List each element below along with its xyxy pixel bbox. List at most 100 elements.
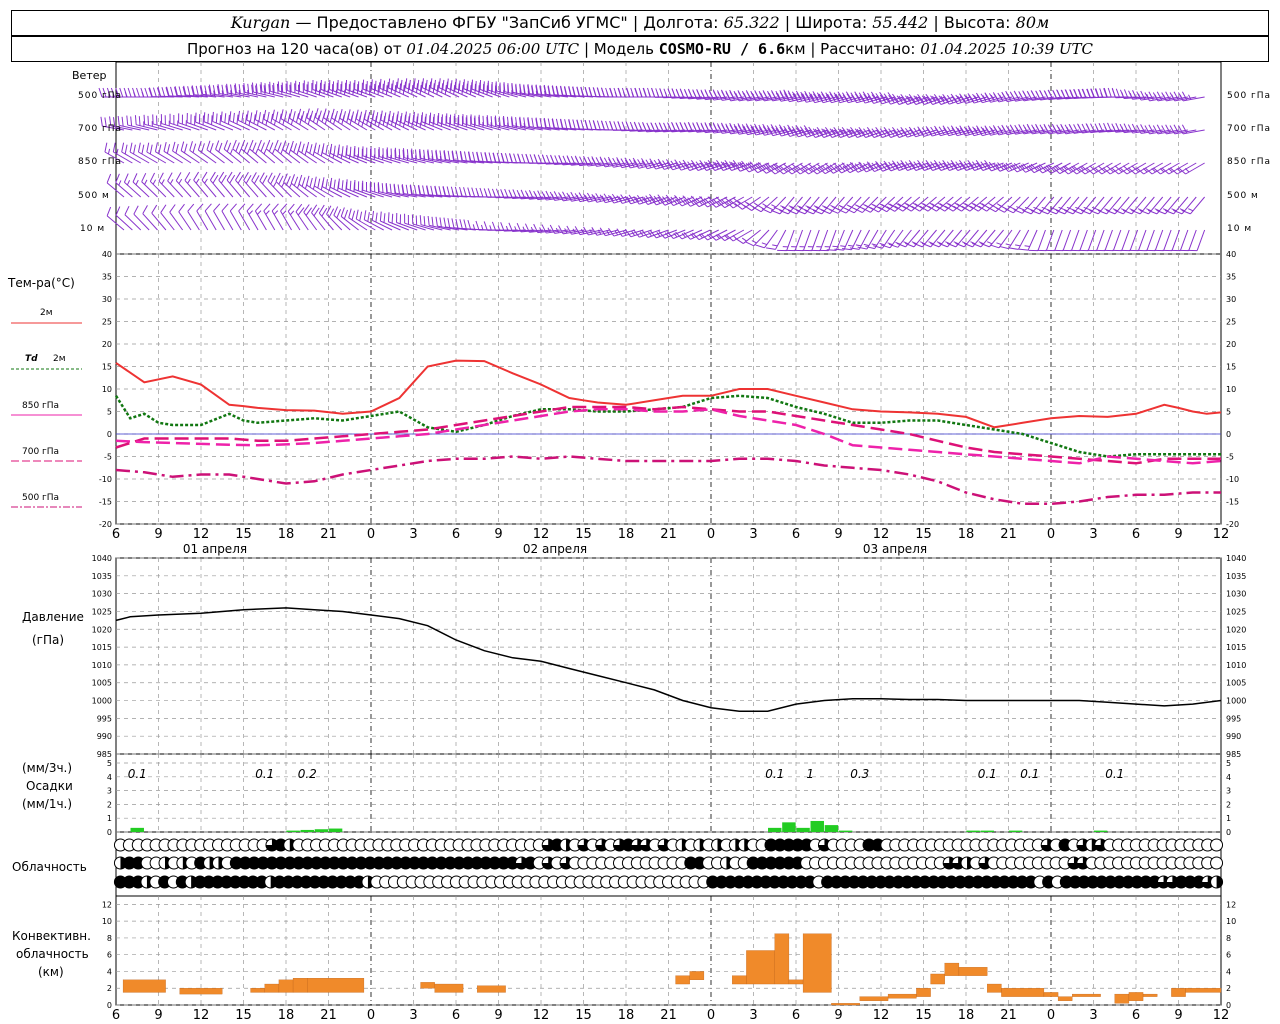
- wind-barb-flag: [917, 94, 924, 103]
- cloud-symbol-fill: [595, 838, 608, 852]
- grid-lines: [116, 62, 1221, 1006]
- wind-barb-flag: [183, 85, 187, 96]
- wind-barb-flag: [1115, 88, 1121, 98]
- wind-barb-flag: [318, 204, 325, 214]
- temperature-tick-right: 15: [1226, 363, 1236, 372]
- wind-barb-flag: [1136, 124, 1142, 134]
- wind-barb-flag: [1169, 167, 1178, 175]
- wind-barb-flag: [883, 160, 891, 169]
- pressure-tick-right: 1020: [1226, 625, 1246, 634]
- wind-barb-flag: [459, 186, 463, 197]
- wind-barb-flag: [985, 94, 992, 103]
- wind-barb-flag: [1041, 206, 1051, 212]
- wind-barb-flag: [762, 126, 769, 135]
- wind-barb-flag: [938, 242, 948, 248]
- cloud-symbol-fill: [954, 876, 967, 888]
- wind-barb-flag: [547, 85, 551, 95]
- wind-barb-flag: [841, 127, 849, 136]
- wind-barb-half-flag: [973, 95, 978, 101]
- wind-barb-shaft: [184, 180, 200, 198]
- wind-barb-half-flag: [911, 241, 917, 245]
- wind-barb-flag: [305, 142, 310, 152]
- wind-barb-flag: [141, 144, 145, 155]
- wind-barb-flag: [211, 115, 213, 125]
- wind-barb-flag: [784, 93, 790, 102]
- convective-title-2: облачность: [16, 947, 89, 961]
- legend-700-label: 700 гПа: [22, 447, 59, 457]
- wind-barb-flag: [166, 86, 170, 96]
- wind-barb-flag: [775, 92, 782, 102]
- wind-barb-flag: [905, 128, 912, 137]
- wind-barb-flag: [826, 249, 837, 251]
- wind-barb-flag: [467, 219, 472, 230]
- wind-barb-flag: [309, 110, 314, 121]
- legend-500-label: 500 гПа: [22, 493, 59, 503]
- wind-barb-flag: [568, 119, 572, 129]
- wind-barb-flag: [275, 111, 279, 122]
- wind-barb-flag: [233, 85, 237, 95]
- wind-barb-flag: [280, 84, 283, 95]
- longitude-label: Долгота:: [643, 13, 719, 32]
- wind-barb-flag: [426, 185, 430, 195]
- wind-barb-half-flag: [871, 243, 877, 246]
- wind-barb-flag: [750, 92, 757, 102]
- cloud-symbol-fill: [444, 857, 457, 869]
- wind-barb-flag: [121, 116, 124, 127]
- wind-barb-flag: [671, 122, 677, 132]
- wind-barb-flag: [795, 90, 802, 100]
- wind-barb-flag: [100, 116, 103, 127]
- wind-barb-flag: [934, 96, 942, 105]
- wind-barb-flag: [690, 195, 699, 204]
- wind-barb-flag: [976, 127, 983, 136]
- wind-barb-flag: [500, 222, 505, 232]
- wind-barb-shaft: [1129, 229, 1139, 251]
- wind-barb-flag: [636, 195, 644, 204]
- wind-barb-flag: [888, 95, 895, 104]
- wind-barb-flag: [754, 125, 761, 135]
- wind-barb-flag: [834, 94, 841, 103]
- wind-barb-flag: [377, 182, 380, 192]
- wind-barb-flag: [1165, 124, 1171, 134]
- wind-barb-flag: [404, 81, 407, 92]
- wind-barb-flag: [576, 86, 580, 96]
- wind-barb-flag: [1085, 167, 1094, 175]
- wind-barb-flag: [804, 90, 810, 100]
- convective-bar: [732, 975, 747, 985]
- wind-barb-flag: [1001, 164, 1009, 172]
- wind-barb-flag: [1081, 165, 1089, 173]
- wind-barb-half-flag: [961, 241, 968, 245]
- cloud-symbol-fill: [613, 839, 626, 852]
- wind-barb-flag: [138, 116, 141, 126]
- wind-barb-half-flag: [1129, 208, 1135, 212]
- wind-barb-flag: [574, 226, 581, 235]
- pressure-tick-right: 1010: [1226, 661, 1246, 670]
- cloud-symbol-fill: [768, 876, 781, 888]
- time-tick-label: 3: [1089, 527, 1097, 542]
- wind-barb-flag: [436, 84, 439, 95]
- wind-barb-flag: [889, 203, 899, 210]
- wind-barb-flag: [359, 211, 363, 222]
- wind-barb-flag: [926, 96, 934, 105]
- wind-barb-flag: [641, 158, 647, 167]
- wind-barb-flag: [696, 90, 702, 100]
- wind-barb-flag: [787, 127, 795, 136]
- wind-barb-flag: [1097, 209, 1107, 215]
- wind-barb-flag: [717, 124, 723, 134]
- wind-barb-flag: [280, 109, 284, 119]
- wind-barb-shaft: [204, 210, 217, 231]
- latitude-value: 55.442: [872, 13, 929, 32]
- wind-barb-flag: [871, 162, 879, 171]
- wind-barb-flag: [372, 110, 375, 120]
- wind-barb-flag: [900, 94, 908, 103]
- wind-barb-flag: [1107, 87, 1112, 98]
- wind-barb-flag: [816, 163, 825, 171]
- wind-barb-half-flag: [584, 195, 589, 201]
- city-name: Kurgan: [230, 13, 291, 32]
- wind-barb-flag: [558, 225, 564, 235]
- cloud-symbol-fill: [1060, 876, 1073, 888]
- wind-barb-flag: [592, 87, 597, 97]
- model-unit: км: [785, 40, 806, 58]
- precip-total-label: 0.1: [1105, 767, 1124, 781]
- wind-barb-shaft: [1027, 229, 1038, 251]
- wind-barb-flag: [301, 177, 306, 187]
